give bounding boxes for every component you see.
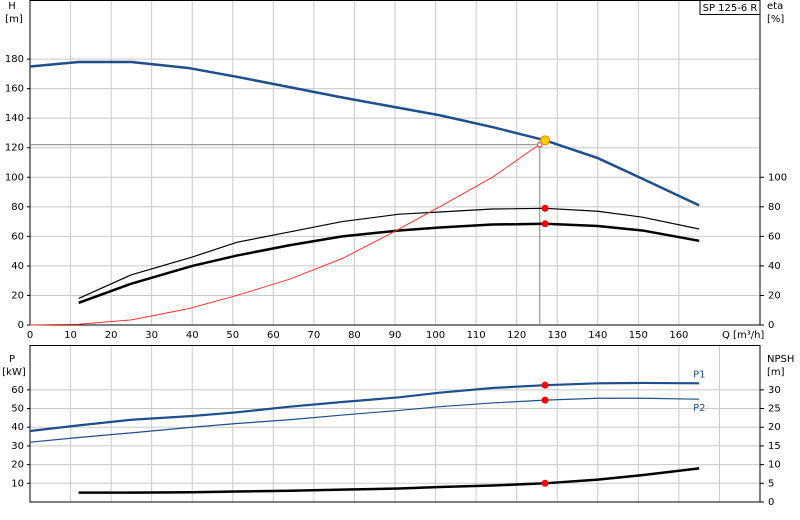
y2-tick-label: 20 [768, 422, 781, 433]
duty-point [541, 381, 549, 389]
chart-title: SP 125-6 R [703, 3, 758, 14]
y-tick-label: 0 [18, 320, 24, 331]
y-tick-label: 30 [11, 441, 24, 452]
x-tick-label: 0 [27, 330, 33, 341]
x-tick-label: 130 [548, 330, 567, 341]
y-tick-label: 140 [5, 113, 24, 124]
y-tick-label: 40 [11, 422, 24, 433]
y-tick-label: 20 [11, 290, 24, 301]
y-tick-label: 160 [5, 84, 24, 95]
y-tick-label: 40 [11, 261, 24, 272]
y-tick-label: 10 [11, 478, 24, 489]
x-tick-label: 90 [389, 330, 402, 341]
x-tick-label: 50 [226, 330, 239, 341]
title-box [699, 0, 761, 15]
x-tick-label: 120 [507, 330, 526, 341]
y-axis-label: P [9, 354, 15, 365]
x-axis-label: Q [m³/h] [722, 330, 764, 341]
y2-tick-label: 15 [768, 441, 781, 452]
series-label: P2 [693, 403, 705, 414]
y-tick-label: 80 [11, 202, 24, 213]
x-tick-label: 160 [669, 330, 688, 341]
y2-tick-label: 10 [768, 460, 781, 471]
curve [78, 207, 700, 299]
x-tick-label: 80 [348, 330, 361, 341]
duty-point [541, 204, 549, 212]
y2-tick-label: 25 [768, 404, 781, 415]
y2-tick-label: 0 [768, 320, 774, 331]
duty-point [541, 220, 549, 228]
x-tick-label: 40 [186, 330, 199, 341]
y2-tick-label: 80 [768, 202, 781, 213]
y-tick-label: 60 [11, 231, 24, 242]
y-tick-label: 60 [11, 385, 24, 396]
y2-tick-label: 20 [768, 290, 781, 301]
guide-point [537, 142, 543, 148]
x-tick-label: 70 [308, 330, 321, 341]
curve [78, 222, 700, 305]
y-axis-label: H [8, 1, 16, 12]
y2-tick-label: 100 [768, 172, 787, 183]
duty-point [541, 479, 549, 487]
y-axis-unit: [m] [5, 14, 23, 25]
curve [29, 397, 700, 443]
x-tick-label: 60 [267, 330, 280, 341]
y2-tick-label: 60 [768, 231, 781, 242]
plot-frame [29, 345, 761, 503]
y-axis-unit: [kW] [2, 367, 26, 378]
curve [78, 467, 700, 494]
y2-axis-unit: [m] [767, 367, 785, 378]
x-tick-label: 10 [64, 330, 77, 341]
plot-frame [29, 0, 761, 326]
duty-point [540, 135, 551, 146]
y2-tick-label: 0 [768, 497, 774, 508]
y2-tick-label: 5 [768, 478, 774, 489]
y2-axis-unit: [%] [767, 14, 784, 25]
y-tick-label: 100 [5, 172, 24, 183]
y2-tick-label: 30 [768, 385, 781, 396]
curve [29, 381, 700, 433]
y2-axis-label: eta [767, 1, 783, 12]
curve [29, 145, 538, 326]
x-tick-label: 30 [145, 330, 158, 341]
x-tick-label: 150 [629, 330, 648, 341]
y-tick-label: 50 [11, 404, 24, 415]
series-label: P1 [693, 369, 705, 380]
duty-point [541, 396, 549, 404]
y2-axis-label: NPSH [767, 354, 794, 365]
x-tick-label: 20 [105, 330, 118, 341]
y-tick-label: 120 [5, 143, 24, 154]
x-tick-label: 140 [588, 330, 607, 341]
y2-tick-label: 40 [768, 261, 781, 272]
y-tick-label: 180 [5, 54, 24, 65]
y-tick-label: 20 [11, 460, 24, 471]
curve [29, 60, 700, 207]
x-tick-label: 100 [426, 330, 445, 341]
x-tick-label: 110 [467, 330, 486, 341]
